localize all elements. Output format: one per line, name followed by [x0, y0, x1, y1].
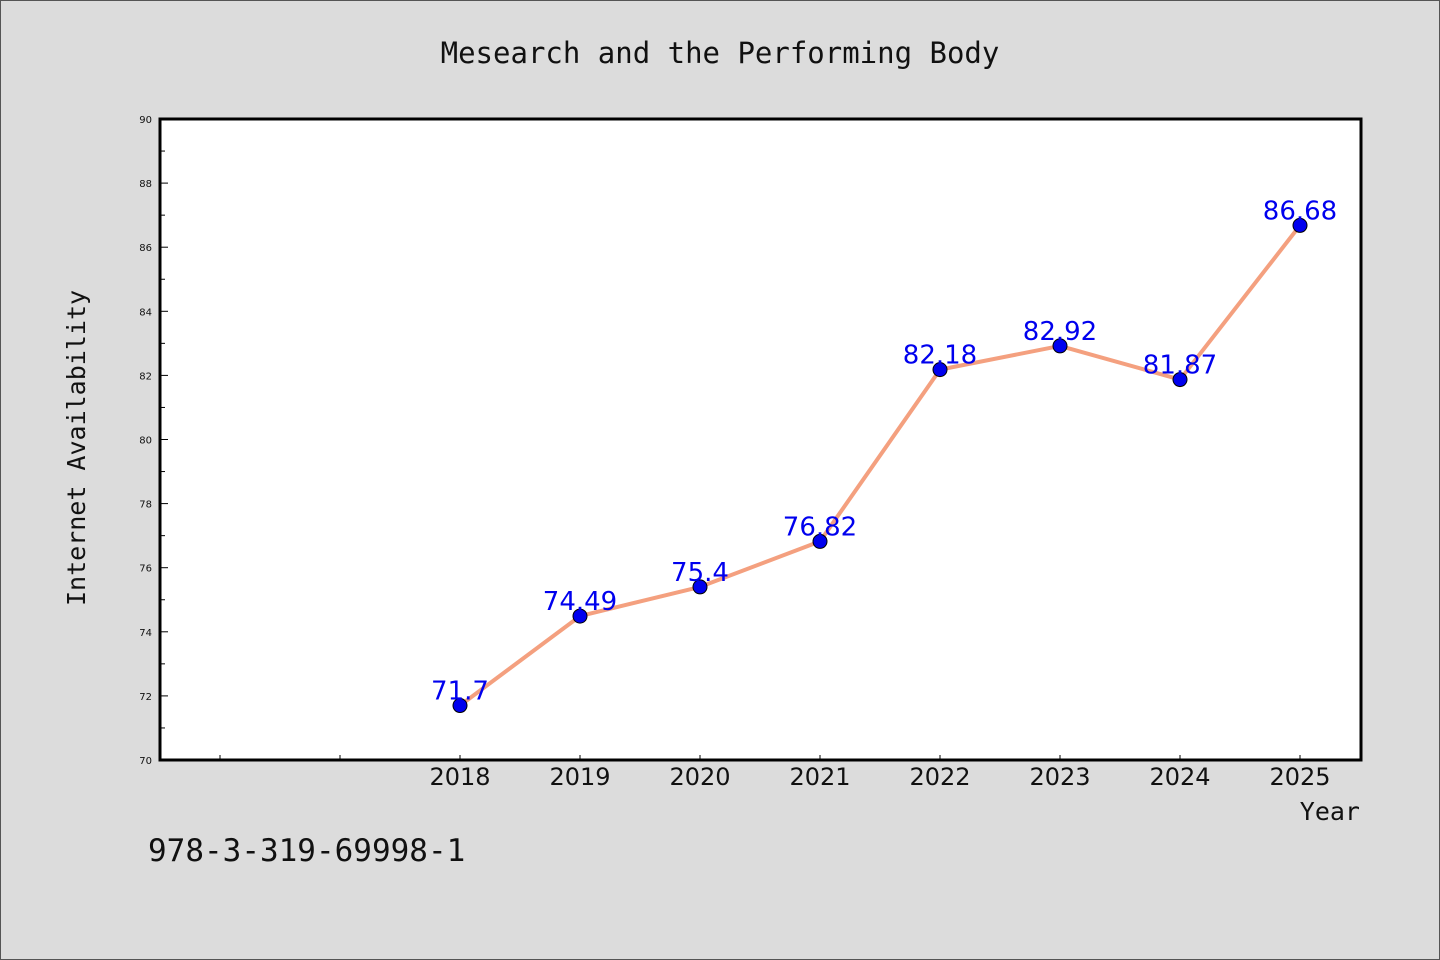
data-label: 75.4	[671, 558, 729, 588]
isbn-text: 978-3-319-69998-1	[148, 833, 466, 869]
x-tick-label: 2019	[549, 763, 610, 791]
y-axis-label: Internet Availability	[62, 290, 91, 606]
x-tick-label: 2022	[909, 763, 970, 791]
data-point	[1052, 338, 1068, 354]
y-tick-label: 88	[139, 179, 152, 190]
data-label: 82.18	[903, 341, 977, 371]
chart-title: Mesearch and the Performing Body	[441, 36, 1000, 70]
y-tick-label: 82	[139, 371, 152, 382]
y-axis: 70 72 74 76 78 80 82 84 86 88 90	[139, 115, 168, 767]
y-tick-label: 72	[139, 692, 152, 703]
y-tick-label: 74	[139, 628, 152, 639]
x-tick-label: 2018	[429, 763, 490, 791]
data-label: 86.68	[1263, 196, 1337, 226]
series-line	[458, 223, 1302, 708]
y-tick-label: 84	[139, 307, 152, 318]
x-tick-label: 2023	[1029, 763, 1090, 791]
data-point	[932, 362, 948, 378]
y-tick-label: 76	[139, 564, 152, 575]
data-label: 76.82	[783, 512, 857, 542]
data-point	[692, 579, 708, 595]
x-tick-label: 2020	[669, 763, 730, 791]
x-tick-label: 2021	[789, 763, 850, 791]
x-tick-label: 2024	[1149, 763, 1210, 791]
x-axis-label: Year	[1300, 797, 1360, 826]
data-label: 74.49	[543, 587, 617, 617]
y-tick-label: 86	[139, 243, 152, 254]
y-tick-label: 80	[139, 436, 152, 447]
data-point	[572, 608, 588, 624]
data-point	[452, 698, 468, 714]
y-tick-label: 90	[139, 115, 152, 126]
data-label: 71.7	[431, 677, 489, 707]
data-label: 81.87	[1143, 351, 1217, 381]
x-axis: 2018 2019 2020 2021 2022 2023 2024 2025	[219, 755, 1331, 791]
x-tick-label: 2025	[1269, 763, 1330, 791]
data-point	[1292, 217, 1308, 233]
plot-area	[158, 117, 1363, 762]
data-point	[812, 533, 828, 549]
data-point	[1172, 372, 1188, 388]
y-tick-label: 78	[139, 500, 152, 511]
y-tick-label: 70	[139, 756, 152, 767]
series-layer: 71.7 74.49 75.4 76.82 82.18 82.92 81.87 86.68	[431, 196, 1337, 714]
data-label: 82.92	[1023, 317, 1097, 347]
